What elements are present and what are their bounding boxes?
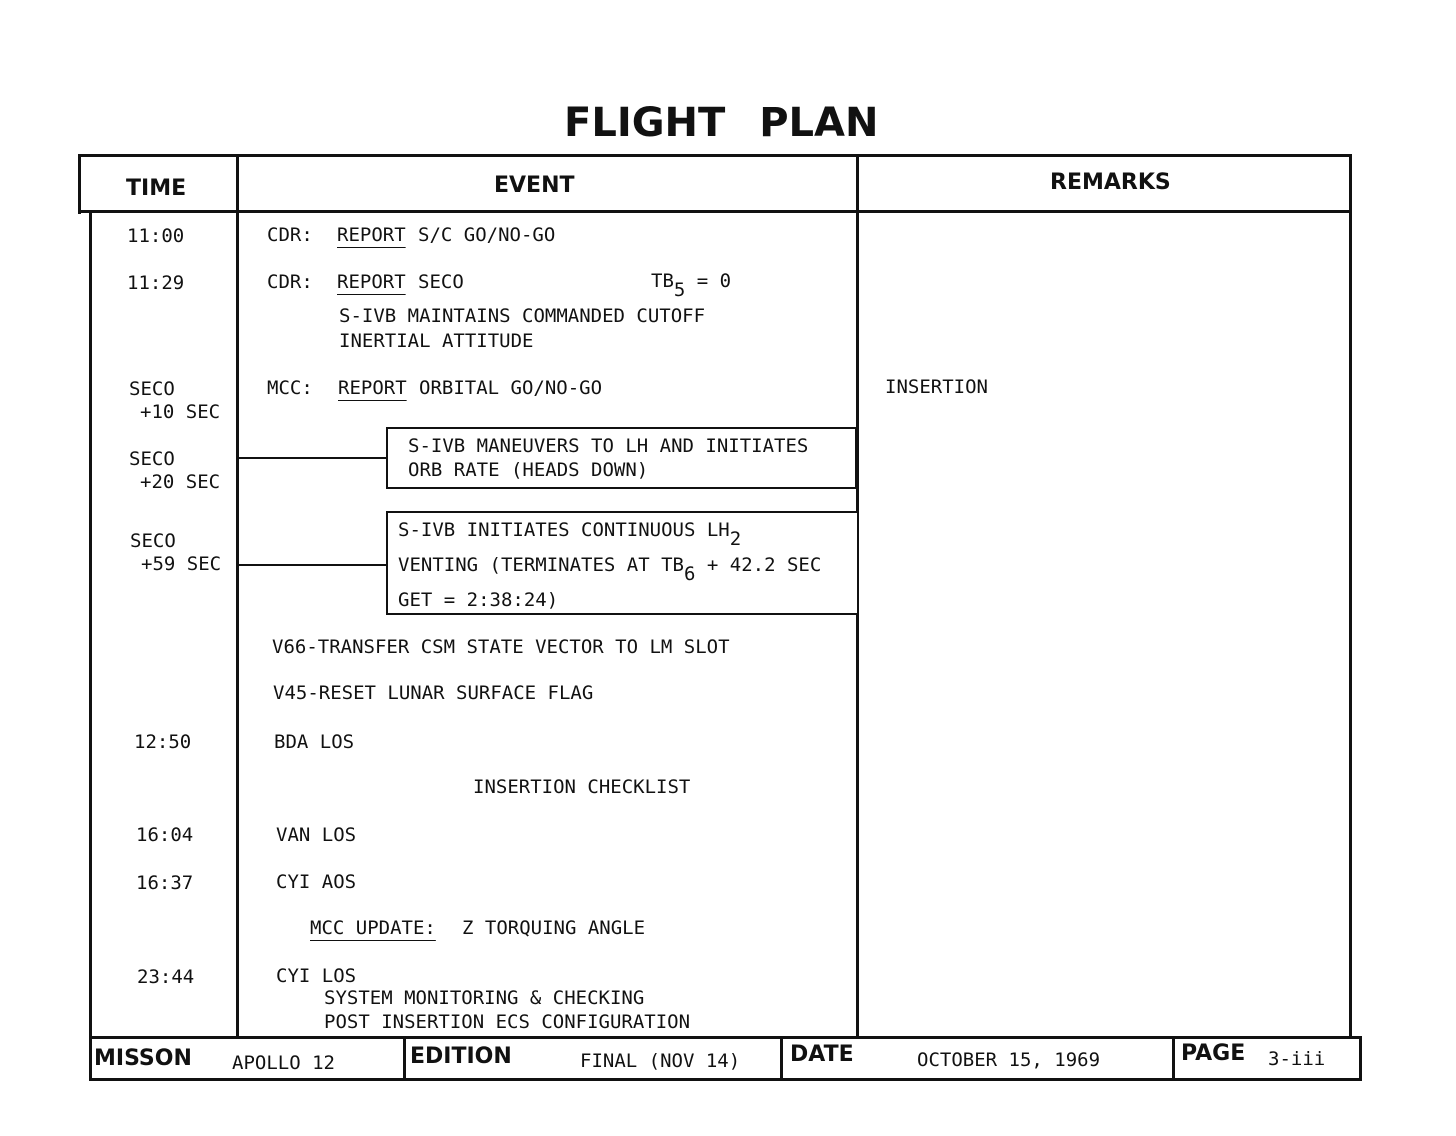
footer-right-border — [1359, 1036, 1362, 1081]
page-label: PAGE — [1181, 1041, 1246, 1066]
event-text: S-IVB INITIATES CONTINUOUS LH2 — [398, 519, 741, 549]
header-divider — [78, 210, 1352, 213]
event-text: VAN LOS — [276, 824, 357, 846]
event-text: ORBITAL GO/NO-GO — [419, 377, 603, 399]
time-column-divider — [236, 157, 239, 1038]
connector-line — [237, 564, 387, 566]
tb-subscript: 5 — [673, 279, 686, 301]
event-text: SYSTEM MONITORING & CHECKING — [324, 987, 645, 1009]
time-cell: 23:44 — [137, 966, 195, 988]
event-box: S-IVB MANEUVERS TO LH AND INITIATES ORB … — [386, 427, 857, 489]
table-border-right — [1349, 154, 1352, 1038]
event-text: V66-TRANSFER CSM STATE VECTOR TO LM SLOT — [272, 636, 730, 658]
tb-label: TB — [651, 270, 674, 292]
event-text: Z TORQUING ANGLE — [462, 917, 646, 939]
time-cell: SECO — [129, 378, 175, 400]
event-verb: REPORT — [338, 377, 407, 399]
event-text: POST INSERTION ECS CONFIGURATION — [324, 1011, 691, 1033]
time-cell: +10 SEC — [140, 401, 221, 423]
footer-bottom-border — [89, 1078, 1362, 1081]
event-text-main: VENTING (TERMINATES AT TB — [398, 554, 684, 576]
remark-text: INSERTION — [885, 376, 988, 398]
event-text: S/C GO/NO-GO — [418, 224, 556, 246]
event-text: S-IVB MAINTAINS COMMANDED CUTOFF — [339, 305, 706, 327]
event-text: CYI AOS — [276, 871, 357, 893]
time-cell: +59 SEC — [141, 553, 222, 575]
table-border-left — [78, 154, 81, 214]
footer-top-border — [89, 1036, 1362, 1039]
subscript: 6 — [683, 563, 696, 585]
tb-value: = 0 — [696, 270, 732, 292]
event-verb: REPORT — [337, 224, 406, 246]
event-crew: MCC: — [267, 377, 313, 399]
footer-divider — [403, 1036, 406, 1081]
event-text: S-IVB MANEUVERS TO LH AND INITIATES — [408, 435, 809, 457]
header-event: EVENT — [494, 173, 575, 198]
date-value: OCTOBER 15, 1969 — [917, 1049, 1101, 1071]
page-value: 3-iii — [1268, 1048, 1326, 1070]
footer-divider — [1172, 1036, 1175, 1081]
time-cell: 11:00 — [127, 225, 185, 247]
event-text: SECO — [418, 271, 464, 293]
connector-line — [237, 457, 387, 459]
table-border-top — [78, 154, 1352, 157]
event-text: ORB RATE (HEADS DOWN) — [408, 459, 649, 481]
event-crew: CDR: — [267, 224, 313, 246]
mission-label: MISSON — [94, 1046, 192, 1071]
event-text: BDA LOS — [274, 731, 355, 753]
page-title: FLIGHT PLAN — [564, 100, 879, 146]
event-verb: REPORT — [337, 271, 406, 293]
time-cell: 16:04 — [136, 824, 194, 846]
event-text-tail: + 42.2 SEC — [706, 554, 822, 576]
subscript: 2 — [729, 528, 742, 550]
event-text: INERTIAL ATTITUDE — [339, 330, 534, 352]
event-text-main: S-IVB INITIATES CONTINUOUS LH — [398, 519, 730, 541]
date-label: DATE — [790, 1042, 854, 1067]
event-crew: CDR: — [267, 271, 313, 293]
section-heading: INSERTION CHECKLIST — [473, 776, 691, 798]
time-cell: 12:50 — [134, 731, 192, 753]
edition-label: EDITION — [410, 1044, 512, 1069]
mcc-update-label: MCC UPDATE: — [310, 917, 436, 939]
edition-value: FINAL (NOV 14) — [580, 1050, 741, 1072]
header-remarks: REMARKS — [1050, 170, 1171, 195]
mission-value: APOLLO 12 — [232, 1052, 335, 1074]
event-text: GET = 2:38:24) — [398, 589, 559, 611]
time-cell: +20 SEC — [140, 471, 221, 493]
time-cell: 16:37 — [136, 872, 194, 894]
time-cell: SECO — [130, 530, 176, 552]
tb5-equation: TB5 = 0 — [651, 270, 732, 300]
time-cell: 11:29 — [127, 272, 185, 294]
event-text: CYI LOS — [276, 965, 357, 987]
event-box: S-IVB INITIATES CONTINUOUS LH2 VENTING (… — [386, 511, 859, 615]
event-text: VENTING (TERMINATES AT TB6 + 42.2 SEC — [398, 554, 822, 584]
table-border-left-lower — [89, 212, 92, 1080]
footer-divider — [780, 1036, 783, 1081]
event-text: V45-RESET LUNAR SURFACE FLAG — [273, 682, 594, 704]
header-time: TIME — [126, 176, 187, 201]
time-cell: SECO — [129, 448, 175, 470]
